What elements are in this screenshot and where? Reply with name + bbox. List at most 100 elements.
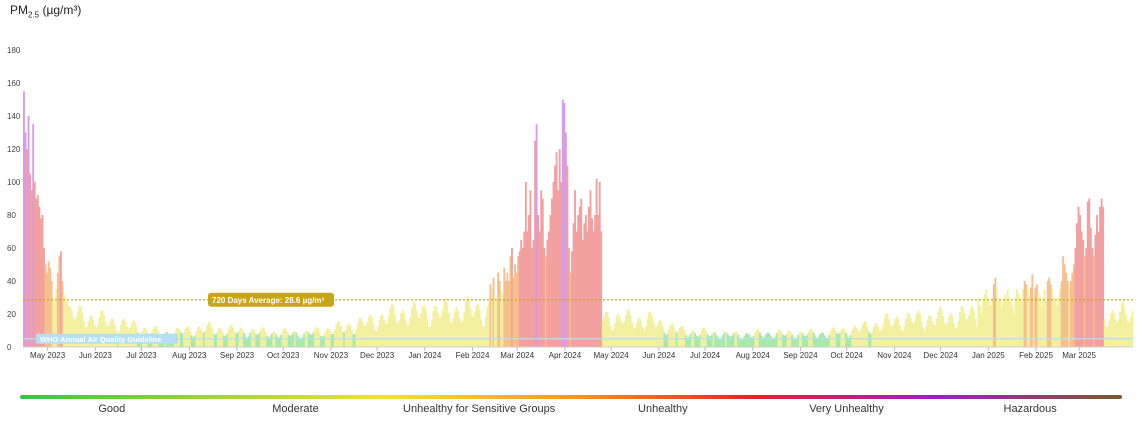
daily-bar <box>472 316 475 347</box>
daily-bar <box>458 317 461 347</box>
daily-bar <box>53 300 56 347</box>
daily-bar <box>226 333 229 347</box>
daily-bar <box>822 333 824 347</box>
daily-bar <box>695 335 698 347</box>
daily-bar <box>223 335 226 347</box>
daily-bar <box>110 318 113 347</box>
pm25-chart: 0 20 40 60 80 100 120 140 160 180 WHO Annual Air Q… <box>7 46 1134 360</box>
daily-bar <box>66 300 68 347</box>
daily-bar <box>835 333 838 347</box>
daily-bar <box>184 328 187 347</box>
daily-bar <box>626 309 629 347</box>
daily-bar <box>588 206 590 347</box>
daily-bar <box>407 325 410 347</box>
daily-bar <box>848 337 851 347</box>
daily-bar <box>1000 305 1003 347</box>
daily-bar <box>310 334 313 347</box>
daily-bar <box>649 311 652 347</box>
daily-bar <box>694 333 697 347</box>
daily-bar <box>552 182 555 347</box>
daily-bar <box>991 297 994 347</box>
daily-bar <box>354 334 356 347</box>
daily-bar <box>806 334 809 347</box>
daily-bar <box>1045 300 1048 347</box>
daily-bar <box>754 332 757 347</box>
legend-item: Very Unhealthy <box>809 403 884 415</box>
daily-bar <box>455 307 458 347</box>
daily-bar <box>1054 300 1057 347</box>
daily-bar <box>940 308 943 347</box>
daily-bar <box>600 231 603 347</box>
daily-bar <box>364 326 367 347</box>
daily-bar <box>948 316 951 347</box>
x-tick-label: Jun 2024 <box>642 351 675 360</box>
daily-bar <box>330 334 333 347</box>
daily-bar <box>555 152 558 347</box>
daily-bar <box>609 325 612 347</box>
daily-bar <box>1074 248 1077 347</box>
daily-bar <box>761 337 764 347</box>
daily-bar <box>567 248 570 347</box>
daily-bar <box>287 334 290 347</box>
daily-bar <box>500 289 503 347</box>
daily-bar <box>1114 319 1117 347</box>
daily-bar <box>1056 305 1058 347</box>
daily-bar <box>315 326 318 347</box>
daily-bar <box>685 334 687 347</box>
unit-subscript: 2.5 <box>28 10 40 20</box>
daily-bar <box>535 124 538 347</box>
daily-bar <box>1099 206 1102 347</box>
daily-bar <box>954 328 957 347</box>
daily-bar <box>735 331 738 347</box>
daily-bar <box>748 334 751 347</box>
daily-bar <box>906 313 909 347</box>
daily-bar <box>680 325 683 347</box>
daily-bar <box>731 335 734 347</box>
daily-bar <box>1028 297 1031 347</box>
daily-bar <box>412 301 415 347</box>
daily-bar <box>318 332 321 347</box>
daily-bar <box>380 314 383 347</box>
daily-bar <box>544 256 547 347</box>
daily-bar <box>474 311 476 347</box>
daily-bar <box>132 320 135 347</box>
daily-bar <box>614 322 617 347</box>
daily-bar <box>210 327 213 347</box>
daily-bar <box>258 332 261 347</box>
daily-bar <box>343 332 346 347</box>
daily-bar <box>512 277 515 347</box>
daily-bar <box>660 321 663 347</box>
daily-bar <box>1051 289 1054 347</box>
daily-bar <box>919 313 921 347</box>
daily-bar <box>723 332 726 347</box>
daily-bar <box>946 321 949 347</box>
unit-text: (µg/m³) <box>39 3 82 17</box>
daily-bar <box>255 334 258 347</box>
daily-bar <box>557 190 560 347</box>
daily-bar <box>655 326 658 347</box>
daily-bar <box>888 319 891 347</box>
daily-bar <box>323 335 326 347</box>
daily-bar <box>529 190 532 347</box>
x-tick-label: Dec 2023 <box>360 351 395 360</box>
daily-bar <box>1085 248 1088 347</box>
daily-bar <box>883 318 886 347</box>
daily-bar <box>72 317 75 347</box>
daily-bar <box>427 326 430 347</box>
daily-bar <box>763 336 766 347</box>
daily-bar <box>101 310 104 347</box>
x-tick-label: Sep 2023 <box>220 351 255 360</box>
daily-bar <box>90 315 93 347</box>
daily-bar <box>945 325 948 347</box>
daily-bar <box>628 309 630 347</box>
daily-bar <box>340 326 343 347</box>
daily-bar <box>678 328 681 347</box>
daily-bar <box>1082 239 1085 347</box>
daily-bar <box>658 320 661 347</box>
daily-bar <box>443 301 446 347</box>
daily-bar <box>30 190 33 347</box>
daily-bar <box>769 335 772 347</box>
daily-bar <box>1111 310 1114 347</box>
daily-bar <box>989 305 992 347</box>
daily-bar <box>1106 326 1109 347</box>
